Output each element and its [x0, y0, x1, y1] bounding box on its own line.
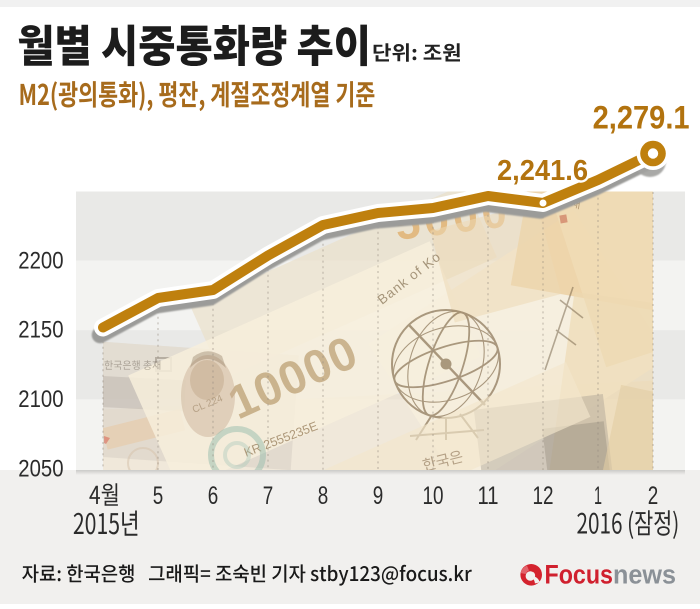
svg-text:news: news: [613, 560, 676, 590]
svg-text:1: 1: [594, 482, 602, 510]
svg-text:11: 11: [478, 482, 499, 510]
svg-text:2050: 2050: [18, 455, 63, 482]
svg-text:5: 5: [153, 482, 164, 510]
svg-text:8: 8: [318, 482, 329, 510]
svg-text:Focus: Focus: [545, 560, 614, 590]
svg-text:9: 9: [373, 482, 384, 510]
svg-text:2,279.1: 2,279.1: [593, 100, 690, 136]
svg-text:10: 10: [423, 482, 444, 510]
svg-text:6: 6: [208, 482, 219, 510]
svg-text:7: 7: [263, 482, 274, 510]
svg-text:2: 2: [648, 482, 659, 510]
svg-text:2100: 2100: [18, 386, 63, 413]
svg-text:12: 12: [533, 482, 554, 510]
svg-text:2150: 2150: [18, 317, 63, 344]
svg-text:2200: 2200: [18, 247, 63, 274]
svg-text:2,241.6: 2,241.6: [497, 155, 588, 187]
